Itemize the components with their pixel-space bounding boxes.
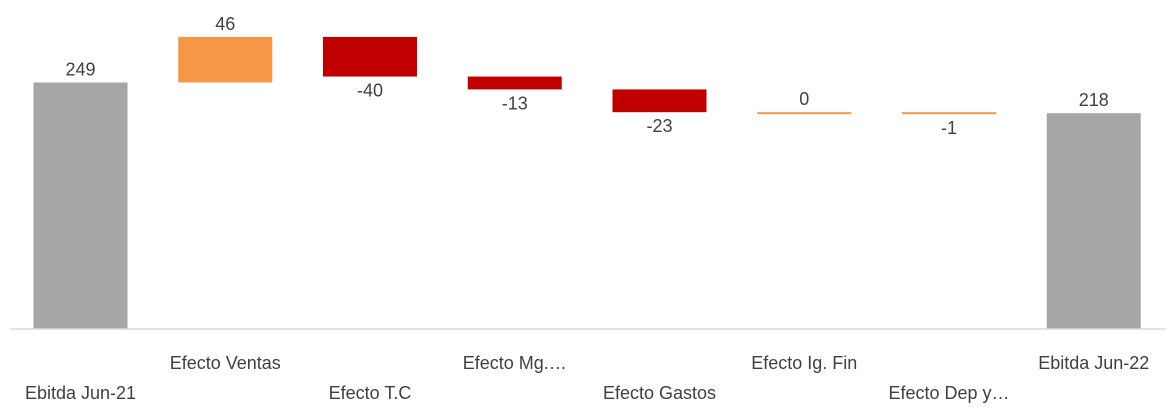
category-label-2: Efecto T.C — [329, 383, 412, 403]
category-labels-group: Ebitda Jun-21 Efecto Ventas Efecto T.C Efec… — [25, 353, 1149, 403]
category-label-1: Efecto Ventas — [170, 353, 281, 373]
value-label-3: -13 — [502, 93, 528, 113]
category-label-6: Efecto Dep y… — [888, 383, 1009, 403]
value-label-4: -23 — [646, 116, 672, 136]
bar-3 — [467, 76, 562, 90]
value-label-2: -40 — [357, 81, 383, 101]
bar-6 — [902, 112, 996, 115]
bar-1 — [178, 36, 273, 83]
bar-0 — [33, 82, 128, 330]
value-label-6: -1 — [941, 118, 957, 138]
category-label-7: Ebitda Jun-22 — [1038, 353, 1149, 373]
bar-7 — [1046, 113, 1141, 330]
value-label-0: 249 — [65, 59, 95, 79]
value-labels-group: 249 46 -40 -13 -23 0 -1 218 — [65, 14, 1108, 138]
category-label-5: Efecto Ig. Fin — [751, 353, 857, 373]
category-label-0: Ebitda Jun-21 — [25, 383, 136, 403]
bars-group — [33, 36, 1141, 330]
category-label-4: Efecto Gastos — [603, 383, 716, 403]
value-label-5: 0 — [799, 89, 809, 109]
bar-2 — [323, 36, 417, 77]
bar-5 — [757, 112, 852, 115]
value-label-7: 218 — [1079, 90, 1109, 110]
category-label-3: Efecto Mg.… — [463, 353, 567, 373]
bar-4 — [612, 89, 707, 113]
value-label-1: 46 — [215, 14, 235, 34]
